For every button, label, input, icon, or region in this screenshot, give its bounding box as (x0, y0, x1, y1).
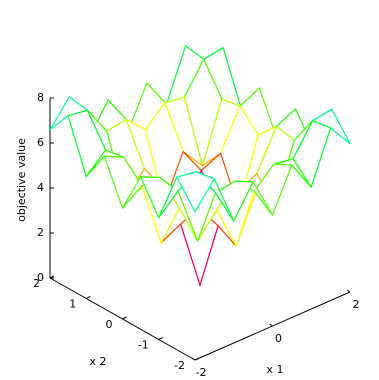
y-tick (86, 296, 91, 299)
z-tick-label: 2 (37, 226, 44, 239)
y-tick-label: 2 (33, 277, 40, 290)
surface-cell (175, 171, 216, 213)
x-tick-label: 2 (353, 298, 360, 311)
y-tick (158, 337, 163, 340)
x-tick (191, 357, 196, 361)
y-tick-label: 0 (106, 318, 113, 331)
z-tick-label: 8 (37, 91, 44, 104)
z-tick-label: 0 (37, 271, 44, 284)
y-tick (49, 275, 55, 279)
y-tick (194, 357, 200, 361)
x-tick-label: -2 (196, 366, 207, 379)
x-axis-label: x 1 (266, 363, 283, 376)
y-tick (122, 316, 127, 320)
z-tick-label: 6 (37, 136, 44, 149)
y-tick-label: 1 (69, 298, 76, 311)
x-tick-label: 0 (275, 332, 282, 345)
y-tick-label: -1 (138, 339, 149, 352)
x-tick (346, 289, 351, 293)
x-tick (269, 323, 273, 327)
z-tick-label: 4 (37, 181, 44, 194)
y-axis-label: x 2 (89, 355, 106, 368)
y-tick-label: -2 (174, 359, 185, 372)
z-axis-label: objective value (15, 138, 28, 222)
